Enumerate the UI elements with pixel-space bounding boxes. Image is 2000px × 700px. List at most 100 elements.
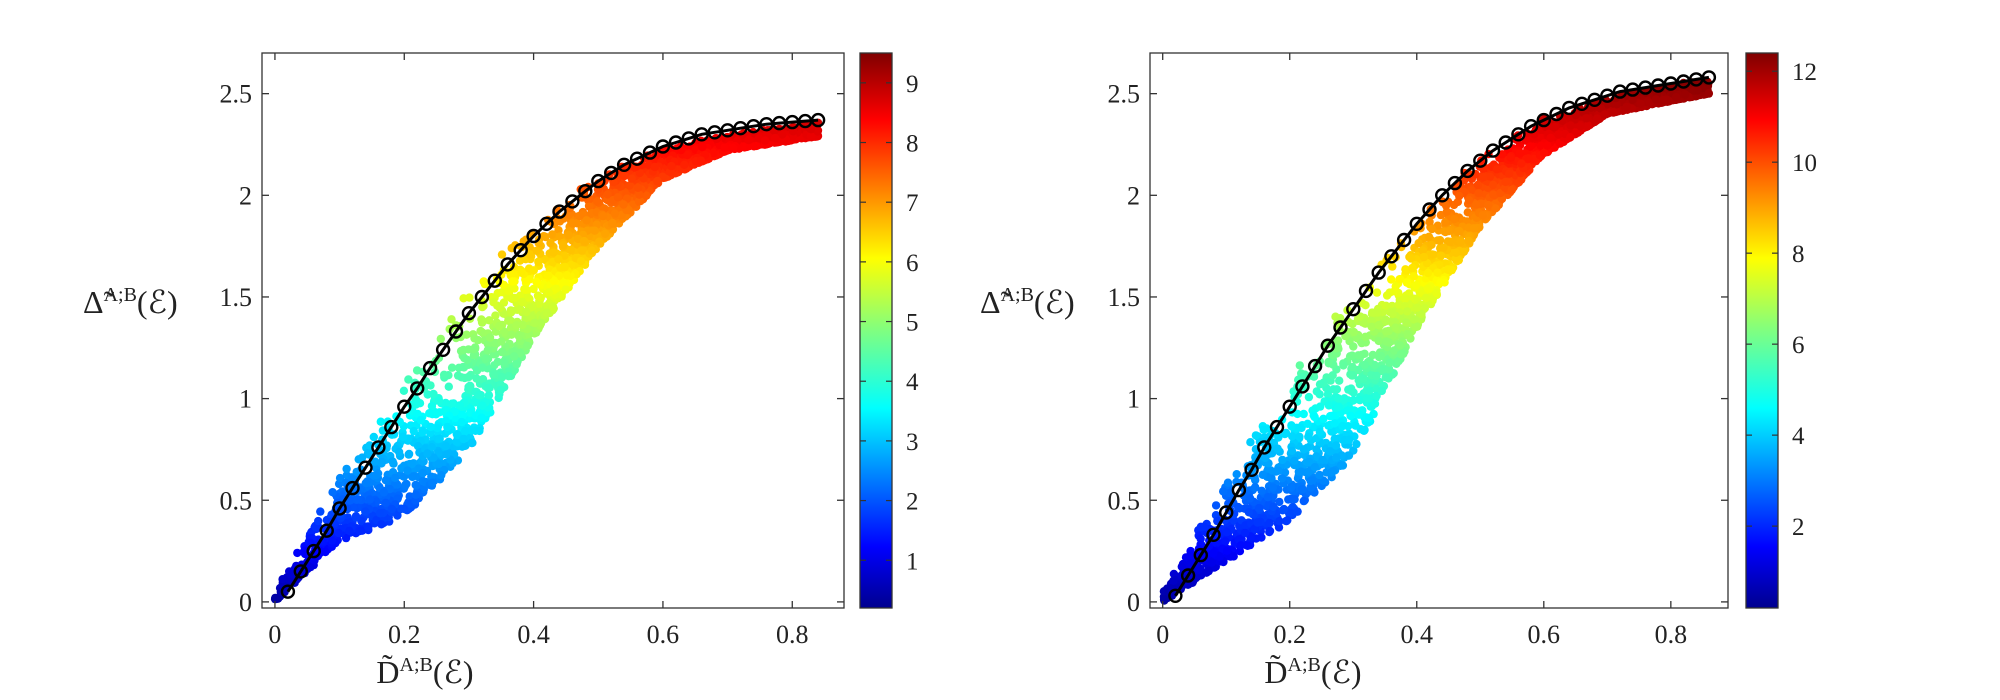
scatter-point [478, 375, 488, 384]
scatter-point [1582, 114, 1591, 123]
scatter-point [459, 434, 468, 444]
scatter-point [1327, 411, 1336, 421]
scatter-point [680, 160, 689, 169]
scatter-point [544, 288, 554, 297]
scatter-point [429, 453, 438, 462]
y-tick-label: 1 [239, 385, 252, 414]
scatter-point [1349, 327, 1359, 337]
scatter-point [484, 383, 493, 393]
scatter-point [1211, 501, 1221, 510]
scatter-point [1234, 502, 1243, 512]
scatter-point [587, 246, 596, 255]
scatter-point [418, 468, 428, 478]
scatter-point [1278, 455, 1287, 465]
scatter-point [1423, 284, 1433, 293]
scatter-point [554, 226, 563, 235]
scatter-point [407, 460, 416, 469]
scatter-point [546, 238, 555, 248]
scatter-point [484, 391, 494, 400]
scatter-point [387, 504, 396, 514]
scatter-point [467, 438, 476, 448]
scatter-point [760, 136, 770, 145]
scatter-point [375, 509, 385, 518]
y-tick-label: 0.5 [220, 486, 253, 515]
scatter-point [1297, 467, 1306, 476]
scatter-point [554, 255, 563, 264]
scatter-point [598, 211, 608, 221]
scatter-point [650, 162, 659, 172]
scatter-point [481, 354, 490, 364]
scatter-point [489, 298, 498, 307]
scatter-point [567, 260, 576, 270]
colorbar-tick-label: 9 [906, 71, 919, 98]
scatter-point [590, 226, 599, 235]
right-scatter-points [1159, 76, 1714, 605]
scatter-point [435, 408, 444, 417]
scatter-point [455, 401, 464, 410]
scatter-point [401, 480, 410, 489]
scatter-point [697, 142, 707, 151]
scatter-point [544, 271, 553, 280]
scatter-point [1330, 419, 1339, 428]
scatter-point [361, 478, 371, 488]
scatter-point [399, 504, 409, 514]
scatter-point [627, 174, 636, 183]
scatter-point [534, 257, 543, 266]
scatter-point [1408, 263, 1417, 273]
scatter-point [364, 523, 373, 532]
scatter-point [1232, 470, 1241, 479]
scatter-point [522, 285, 531, 294]
scatter-point [465, 293, 474, 302]
scatter-point [542, 308, 552, 317]
scatter-point [593, 197, 602, 206]
colorbar-tick-label: 2 [906, 489, 919, 516]
scatter-point [474, 391, 483, 400]
scatter-point [1421, 293, 1431, 303]
scatter-point [613, 193, 623, 202]
scatter-point [1332, 385, 1342, 394]
scatter-point [463, 373, 472, 382]
scatter-point [564, 210, 574, 219]
scatter-point [441, 442, 450, 451]
scatter-point [388, 457, 397, 466]
scatter-point [434, 396, 444, 405]
scatter-point [560, 262, 569, 272]
scatter-point [536, 319, 546, 328]
scatter-point [409, 426, 418, 436]
scatter-point [518, 297, 527, 307]
scatter-point [1334, 394, 1343, 403]
scatter-point [532, 246, 541, 255]
scatter-point [342, 464, 351, 474]
scatter-point [404, 450, 413, 459]
scatter-point [1295, 432, 1304, 441]
scatter-point [608, 218, 617, 228]
scatter-point [403, 466, 412, 475]
scatter-point [508, 306, 517, 316]
scatter-point [1328, 371, 1337, 380]
scatter-point [461, 441, 470, 450]
scatter-point [452, 437, 461, 446]
scatter-point [1287, 482, 1296, 492]
scatter-point [314, 516, 323, 526]
scatter-point [512, 321, 521, 330]
scatter-point [1297, 485, 1306, 494]
scatter-point [1290, 495, 1299, 504]
scatter-point [1381, 373, 1390, 382]
colorbar-tick-label: 6 [906, 250, 919, 277]
scatter-point [560, 251, 569, 260]
scatter-point [1339, 361, 1348, 370]
scatter-point [434, 459, 443, 469]
scatter-point [1382, 291, 1392, 300]
scatter-point [328, 536, 337, 545]
scatter-point [1221, 537, 1230, 546]
scatter-point [429, 389, 438, 399]
scatter-point [447, 363, 457, 372]
scatter-point [579, 236, 589, 246]
scatter-point [1243, 541, 1252, 550]
scatter-point [475, 426, 484, 436]
scatter-point [1288, 432, 1297, 441]
scatter-point [517, 268, 526, 277]
scatter-point [642, 191, 651, 200]
